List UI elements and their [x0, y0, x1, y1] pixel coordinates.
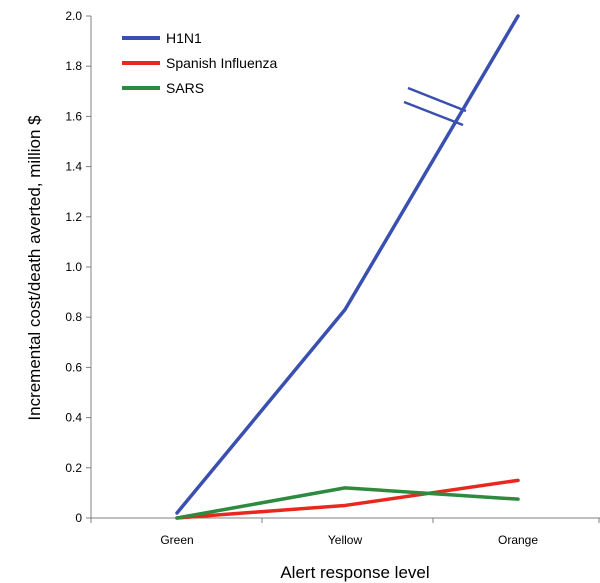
axis-break-marks — [403, 86, 467, 127]
y-tick-label: 1.0 — [65, 260, 82, 274]
y-tick-label: 0.8 — [65, 310, 82, 324]
legend-label: H1N1 — [166, 30, 202, 46]
x-tick-label: Yellow — [328, 533, 363, 547]
y-axis-title: Incremental cost/death averted, million … — [25, 115, 44, 421]
series-line-h1n1 — [175, 14, 520, 515]
y-tick-label: 0.4 — [65, 411, 82, 425]
x-axis-title: Alert response level — [280, 563, 429, 582]
y-ticks: 0 0.2 0.4 0.6 0.8 1.0 1.2 1.4 1.6 1.8 2.0 — [65, 9, 91, 525]
x-tick-label: Orange — [498, 533, 538, 547]
legend: H1N1 Spanish Influenza SARS — [122, 30, 278, 96]
break-mark-lower — [403, 100, 464, 127]
series-line-spanish-influenza — [175, 478, 520, 520]
y-tick-label: 1.4 — [65, 160, 82, 174]
y-tick-label: 1.6 — [65, 109, 82, 123]
y-tick-label: 0.6 — [65, 360, 82, 374]
x-tick-label: Green — [160, 533, 193, 547]
legend-label: Spanish Influenza — [166, 55, 278, 71]
x-ticks: Green Yellow Orange — [90, 518, 600, 547]
series-lines — [175, 14, 520, 520]
break-mark-upper — [407, 86, 467, 113]
legend-label: SARS — [166, 80, 204, 96]
series-line-sars — [175, 486, 520, 520]
y-tick-label: 0 — [75, 511, 82, 525]
y-tick-label: 2.0 — [65, 9, 82, 23]
y-tick-label: 1.2 — [65, 210, 82, 224]
y-tick-label: 0.2 — [65, 461, 82, 475]
y-tick-label: 1.8 — [65, 59, 82, 73]
